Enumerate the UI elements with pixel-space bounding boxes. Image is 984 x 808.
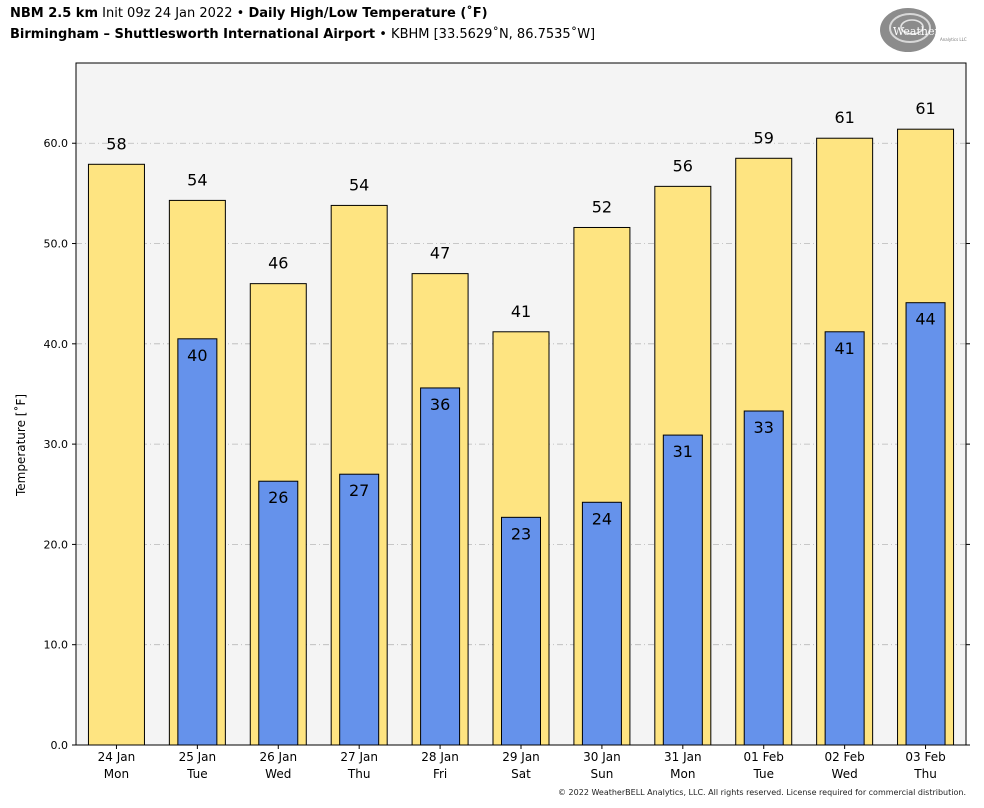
x-tick-label-day: Fri <box>433 767 447 781</box>
station-name: Birmingham – Shuttlesworth International… <box>10 27 376 42</box>
x-tick-label-date: 29 Jan <box>502 750 540 764</box>
y-tick-label: 40.0 <box>44 338 69 351</box>
high-temp-label: 59 <box>754 128 774 147</box>
low-temp-bar <box>177 338 218 746</box>
separator-dot: • <box>236 6 245 21</box>
copyright-footer: © 2022 WeatherBELL Analytics, LLC. All r… <box>558 788 966 797</box>
data-label-layer: 58 54 40 46 26 54 27 47 36 41 23 52 24 56 31 59 33 61 41 61… <box>106 99 935 543</box>
low-temp-label: 33 <box>754 418 774 437</box>
high-temp-label: 54 <box>187 170 207 189</box>
x-tick-label-day: Tue <box>186 767 208 781</box>
x-tick-label-date: 30 Jan <box>583 750 621 764</box>
x-tick-label-day: Sun <box>590 767 613 781</box>
x-tick-label-day: Mon <box>670 767 695 781</box>
x-tick-label-date: 27 Jan <box>340 750 378 764</box>
low-temp-bar <box>258 480 299 746</box>
low-temp-bar <box>743 410 784 746</box>
x-tick-label-day: Wed <box>832 767 858 781</box>
x-tick-label-day: Mon <box>104 767 129 781</box>
x-tick-label-day: Tue <box>752 767 774 781</box>
x-tick-label-day: Thu <box>913 767 937 781</box>
y-tick-label: 60.0 <box>44 137 69 150</box>
logo-swirl-ring <box>900 19 924 35</box>
logo-wordmark: WeatherBELL <box>893 25 970 38</box>
init-time: Init 09z 24 Jan 2022 <box>102 6 233 21</box>
low-temp-bar <box>905 302 946 746</box>
y-axis-label: Temperature [˚F] <box>13 394 28 497</box>
low-temp-bar <box>581 501 622 746</box>
low-temp-label: 40 <box>187 346 207 365</box>
x-tick-label-date: 31 Jan <box>664 750 702 764</box>
bar-layer <box>87 128 955 746</box>
low-temp-bar <box>501 516 541 746</box>
separator-dot: • <box>379 27 387 42</box>
logo-swirl-ring <box>889 13 931 43</box>
low-temp-bar <box>339 473 380 746</box>
x-tick-label-date: 02 Feb <box>824 750 864 764</box>
weatherbell-logo: WeatherBELL Analytics LLC <box>880 8 970 52</box>
product-name: Daily High/Low Temperature (˚F) <box>248 6 488 21</box>
high-temp-bar <box>87 163 145 746</box>
high-temp-label: 58 <box>106 134 126 153</box>
axes: 0.0 10.0 20.0 30.0 40.0 50.0 60.0 24 Jan Mon 25 J… <box>44 137 970 781</box>
high-temp-label: 46 <box>268 254 288 273</box>
high-temp-label: 56 <box>673 156 693 175</box>
low-temp-label: 44 <box>915 310 935 329</box>
x-tick-label-date: 26 Jan <box>259 750 297 764</box>
x-tick-label-date: 25 Jan <box>179 750 217 764</box>
x-tick-label-date: 01 Feb <box>744 750 784 764</box>
x-tick-label-date: 28 Jan <box>421 750 459 764</box>
x-tick-label-date: 03 Feb <box>905 750 945 764</box>
header-station-line: Birmingham – Shuttlesworth International… <box>10 27 595 42</box>
y-tick-label: 0.0 <box>51 739 69 752</box>
x-tick-label-day: Wed <box>265 767 291 781</box>
logo-subtext: Analytics LLC <box>940 37 967 42</box>
low-temp-label: 27 <box>349 481 369 500</box>
low-temp-label: 24 <box>592 509 612 528</box>
y-tick-label: 20.0 <box>44 538 69 551</box>
y-tick-label: 30.0 <box>44 438 69 451</box>
low-temp-label: 23 <box>511 524 531 543</box>
model-name: NBM 2.5 km <box>10 6 98 21</box>
y-tick-label: 10.0 <box>44 639 69 652</box>
high-temp-label: 52 <box>592 197 612 216</box>
high-temp-label: 61 <box>915 99 935 118</box>
x-tick-label-day: Thu <box>347 767 371 781</box>
low-temp-label: 26 <box>268 488 288 507</box>
low-temp-label: 31 <box>673 442 693 461</box>
high-temp-label: 47 <box>430 244 450 263</box>
low-temp-label: 41 <box>834 339 854 358</box>
station-location: KBHM [33.5629˚N, 86.7535˚W] <box>391 27 596 42</box>
high-temp-label: 61 <box>834 108 854 127</box>
high-temp-label: 54 <box>349 175 369 194</box>
high-temp-label: 41 <box>511 302 531 321</box>
low-temp-bar <box>824 331 865 746</box>
x-tick-label-day: Sat <box>511 767 531 781</box>
header-title-line: NBM 2.5 km Init 09z 24 Jan 2022 • Daily … <box>10 6 488 21</box>
y-tick-label: 50.0 <box>44 238 69 251</box>
low-temp-bar <box>420 387 461 746</box>
low-temp-bar <box>662 434 703 746</box>
x-tick-label-date: 24 Jan <box>98 750 136 764</box>
low-temp-label: 36 <box>430 395 450 414</box>
